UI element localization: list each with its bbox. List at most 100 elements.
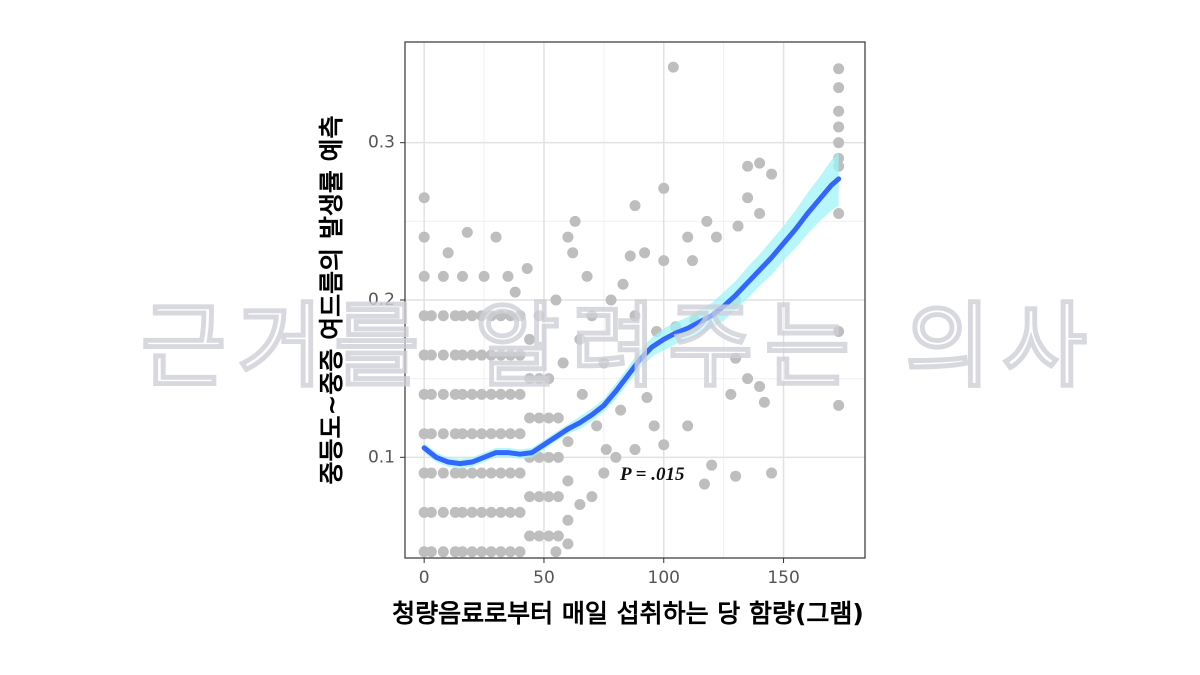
- scatter-point: [476, 428, 488, 440]
- scatter-point: [639, 247, 651, 259]
- scatter-point: [543, 373, 555, 385]
- scatter-point: [725, 388, 737, 400]
- scatter-point: [701, 215, 713, 227]
- scatter-point: [495, 428, 507, 440]
- scatter-point: [457, 546, 468, 558]
- scatter-point: [682, 231, 694, 243]
- scatter-point: [514, 506, 526, 518]
- scatter-point: [437, 388, 449, 400]
- scatter-point: [485, 310, 497, 322]
- scatter-point: [504, 546, 516, 558]
- scatter-point: [658, 439, 670, 451]
- x-tick-label: 50: [533, 568, 555, 588]
- scatter-point: [533, 491, 545, 503]
- scatter-point: [521, 263, 533, 275]
- scatter-point: [562, 436, 574, 448]
- scatter-point: [457, 506, 468, 518]
- scatter-point: [552, 530, 564, 542]
- scatter-point: [567, 247, 579, 259]
- scatter-point: [598, 357, 610, 369]
- scatter-point: [610, 451, 622, 463]
- scatter-point: [425, 310, 437, 322]
- scatter-point: [550, 546, 562, 558]
- scatter-point: [833, 207, 845, 219]
- scatter-point: [615, 404, 627, 416]
- axes: 0 50 100 150 0.1 0.2 0.3: [368, 133, 800, 588]
- scatter-point: [524, 530, 536, 542]
- scatter-point: [552, 451, 564, 463]
- scatter-point: [495, 467, 507, 479]
- scatter-point: [425, 428, 437, 440]
- scatter-point: [457, 270, 468, 282]
- scatter-point: [586, 310, 598, 322]
- scatter-point: [495, 506, 507, 518]
- scatter-point: [550, 294, 562, 306]
- scatter-point: [514, 349, 526, 361]
- y-tick-label: 0.2: [368, 290, 395, 310]
- scatter-point: [687, 255, 698, 267]
- scatter-point: [485, 349, 497, 361]
- scatter-point: [476, 388, 488, 400]
- scatter-point: [457, 388, 468, 400]
- scatter-point: [437, 506, 449, 518]
- scatter-point: [833, 63, 845, 75]
- scatter-point: [552, 491, 564, 503]
- scatter-point: [833, 399, 845, 411]
- scatter-point: [833, 325, 845, 337]
- scatter-point: [543, 412, 555, 424]
- scatter-point: [543, 491, 555, 503]
- scatter-point: [543, 530, 555, 542]
- scatter-point: [502, 270, 514, 282]
- scatter-point: [466, 546, 478, 558]
- scatter-point: [504, 467, 516, 479]
- scatter-point: [543, 451, 555, 463]
- scatter-point: [706, 459, 718, 471]
- scatter-point: [504, 428, 516, 440]
- scatter-point: [557, 357, 569, 369]
- scatter-point: [495, 388, 507, 400]
- scatter-point: [682, 420, 694, 432]
- scatter-point: [504, 349, 516, 361]
- scatter-point: [478, 270, 490, 282]
- x-tick-label: 0: [419, 568, 430, 588]
- scatter-point: [418, 231, 430, 243]
- scatter-point: [514, 310, 526, 322]
- scatter-point: [742, 192, 754, 204]
- scatter-point: [504, 388, 516, 400]
- scatter-point: [629, 310, 641, 322]
- scatter-point: [514, 546, 526, 558]
- scatter-point: [600, 443, 612, 455]
- scatter-point: [476, 310, 488, 322]
- scatter-point: [514, 388, 526, 400]
- scatter-point: [524, 373, 536, 385]
- scatter-point: [466, 388, 478, 400]
- scatter-point: [457, 467, 468, 479]
- scatter-point: [437, 349, 449, 361]
- watermark: 근거를 알려주는 의사: [141, 293, 1099, 400]
- scatter-point: [485, 506, 497, 518]
- scatter-point: [485, 546, 497, 558]
- scatter-point: [562, 475, 574, 487]
- scatter-point: [730, 352, 742, 364]
- scatter-point: [754, 381, 766, 393]
- scatter-point: [466, 349, 478, 361]
- scatter-point: [457, 428, 468, 440]
- scatter-point: [425, 388, 437, 400]
- scatter-point: [425, 467, 437, 479]
- scatter-point: [758, 396, 770, 408]
- scatter-point: [833, 105, 845, 117]
- scatter-point: [562, 514, 574, 526]
- scatter-point: [490, 231, 502, 243]
- scatter-point: [698, 478, 710, 490]
- scatter-point: [466, 428, 478, 440]
- scatter-point: [629, 443, 641, 455]
- scatter-point: [754, 207, 766, 219]
- scatter-point: [624, 250, 636, 262]
- x-axis-title: 청량음료로부터 매일 섭취하는 당 함량(그램): [392, 599, 864, 628]
- scatter-point: [641, 392, 653, 404]
- scatter-point: [658, 182, 670, 194]
- scatter-point: [437, 428, 449, 440]
- scatter-point: [629, 200, 641, 212]
